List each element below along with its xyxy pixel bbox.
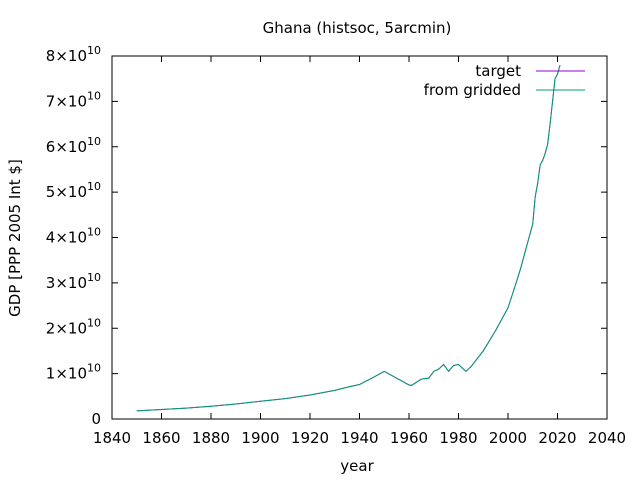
y-tick-exponent: 10 [87,226,101,239]
y-tick-exponent: 10 [87,44,101,57]
x-tick-label: 1960 [390,429,428,447]
y-tick-label: 3×1010 [46,271,101,292]
x-tick-label: 2040 [588,429,626,447]
x-tick-label: 1920 [291,429,329,447]
y-tick-exponent: 10 [87,89,101,102]
chart-title: Ghana (histsoc, 5arcmin) [263,19,452,37]
y-tick-mantissa: 4×10 [46,229,87,247]
x-tick-label: 1940 [340,429,378,447]
series-lines [136,64,561,412]
y-tick-exponent: 10 [87,135,101,148]
x-tick-label: 2000 [489,429,527,447]
y-axis-ticks: 01×10102×10103×10104×10105×10106×10107×1… [46,44,607,428]
y-tick-mantissa: 6×10 [46,138,87,156]
y-tick-mantissa: 3×10 [46,274,87,292]
x-tick-label: 1840 [93,429,131,447]
plot-area-border [111,55,608,420]
y-tick-label: 8×1010 [46,44,101,65]
x-tick-label: 2020 [538,429,576,447]
y-tick-label: 1×1010 [46,362,101,383]
y-tick-label: 6×1010 [46,135,101,156]
y-tick-exponent: 10 [87,362,101,375]
y-tick-mantissa: 1×10 [46,365,87,383]
x-axis-label: year [340,457,374,475]
y-tick-exponent: 10 [87,316,101,329]
x-tick-label: 1900 [241,429,279,447]
y-tick-mantissa: 0 [91,410,101,428]
y-tick-mantissa: 5×10 [46,183,87,201]
y-tick-label: 0 [91,410,101,428]
series-line-target [136,64,561,412]
y-tick-label: 7×1010 [46,89,101,110]
y-tick-label: 2×1010 [46,316,101,337]
y-tick-mantissa: 8×10 [46,47,87,65]
series-line-from-gridded [136,64,561,412]
y-tick-mantissa: 2×10 [46,319,87,337]
x-tick-label: 1860 [142,429,180,447]
x-tick-label: 1880 [192,429,230,447]
y-tick-exponent: 10 [87,180,101,193]
y-tick-label: 4×1010 [46,226,101,247]
y-tick-exponent: 10 [87,271,101,284]
y-axis-label: GDP [PPP 2005 Int $] [6,159,24,317]
x-axis-ticks: 1840 1860 1880 1900 1920 1940 1960 1980 2000 2020… [93,56,626,447]
y-tick-mantissa: 7×10 [46,92,87,110]
legend-label: from gridded [424,81,521,99]
x-tick-label: 1980 [439,429,477,447]
y-tick-label: 5×1010 [46,180,101,201]
legend-label: target [475,62,521,80]
